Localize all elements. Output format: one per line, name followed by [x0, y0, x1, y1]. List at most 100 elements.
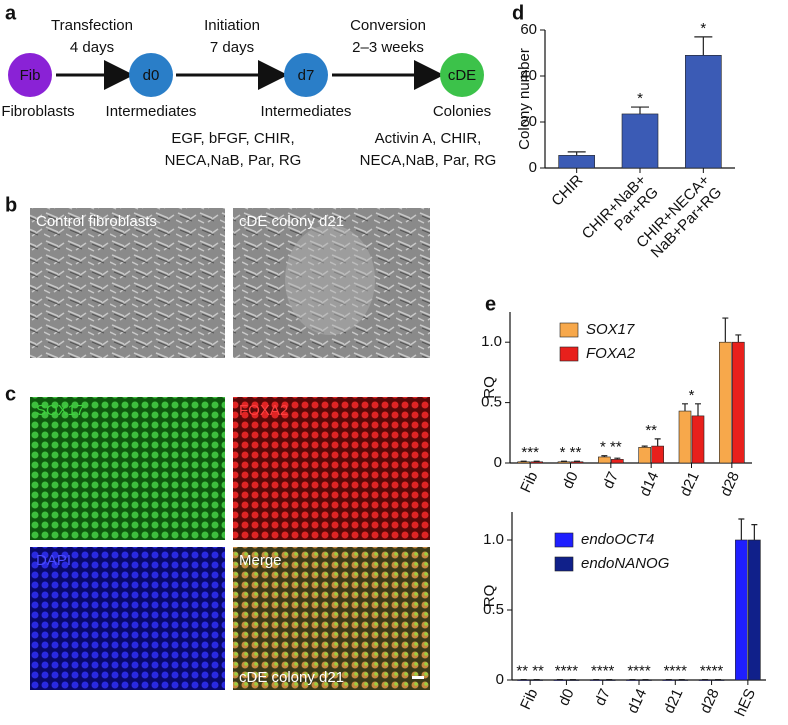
x-tick-label: Fib — [517, 469, 541, 495]
bar — [685, 55, 721, 168]
x-tick-label: Fib — [517, 686, 541, 712]
node-caption: Fibroblasts — [1, 103, 74, 120]
node-label: d7 — [298, 67, 315, 84]
annotation: **** — [591, 663, 615, 680]
annotation: * — [700, 20, 706, 37]
error-bar — [682, 404, 688, 411]
image-label: Control fibroblasts — [36, 213, 157, 230]
error-bar — [521, 461, 527, 462]
y-axis-label: Colony number — [516, 48, 533, 150]
bar — [518, 462, 530, 463]
panel-letter: a — [5, 2, 17, 24]
annotation: **** — [700, 663, 724, 680]
y-tick-label: 0 — [529, 159, 537, 176]
bar — [598, 457, 610, 463]
image-label: cDE colony d21 — [239, 669, 344, 686]
x-tick-label: d14 — [636, 469, 662, 499]
step-name: Transfection — [51, 17, 133, 34]
x-tick-label: d0 — [555, 686, 577, 708]
annotation: * — [689, 387, 695, 404]
y-tick-label: 0 — [496, 671, 504, 688]
colony — [285, 225, 375, 335]
bar — [611, 459, 623, 463]
node-caption: Intermediates — [106, 103, 197, 120]
step-duration: 2–3 weeks — [352, 39, 424, 56]
bar — [559, 155, 595, 168]
bar — [571, 462, 583, 463]
error-bar — [738, 519, 744, 540]
annotation: * ** — [560, 444, 582, 461]
node-label: Fib — [20, 67, 41, 84]
x-tick-label: d28 — [697, 686, 723, 716]
x-tick-label: d14 — [624, 686, 650, 716]
factors: NECA,NaB, Par, RG — [165, 152, 302, 169]
diagram: Fib d0 d7 cDE Fibroblasts Intermediates … — [1, 17, 496, 169]
annotation: **** — [664, 663, 688, 680]
step-duration: 4 days — [70, 39, 114, 56]
error-bar — [631, 107, 649, 114]
error-bar — [695, 404, 701, 416]
annotation: *** — [521, 444, 539, 461]
y-tick-label: 60 — [520, 21, 537, 38]
x-tick-label: d7 — [591, 686, 613, 708]
x-tick-label: d21 — [661, 686, 687, 716]
scale-bar — [412, 676, 424, 679]
x-tick-label: hES — [732, 686, 759, 719]
factors: Activin A, CHIR, — [375, 130, 482, 147]
annotation: ** — [645, 422, 657, 439]
y-axis-label: RQ — [481, 585, 498, 608]
annotation: **** — [555, 663, 579, 680]
annotation: * — [637, 90, 643, 107]
step-duration: 7 days — [210, 39, 254, 56]
error-bar — [735, 335, 741, 342]
bar — [639, 447, 651, 463]
node-caption: Colonies — [433, 103, 491, 120]
bar — [679, 411, 691, 463]
x-tick-label: d28 — [717, 469, 743, 499]
micrographs: Control fibroblasts cDE colony d21 SOX17… — [30, 208, 430, 690]
error-bar — [722, 318, 728, 342]
image-label: DAPI — [36, 552, 71, 569]
error-bar — [574, 461, 580, 462]
factors: EGF, bFGF, CHIR, — [171, 130, 294, 147]
bar — [558, 462, 570, 463]
panel-letter: e — [485, 293, 496, 315]
annotation: * ** — [600, 439, 622, 456]
legend-label: FOXA2 — [586, 345, 636, 362]
bar — [652, 446, 664, 463]
node-label: d0 — [143, 67, 160, 84]
legend-swatch — [555, 557, 573, 571]
error-bar — [568, 152, 586, 155]
y-axis-label: RQ — [481, 376, 498, 399]
image-label: cDE colony d21 — [239, 213, 344, 230]
node-caption: Intermediates — [261, 103, 352, 120]
annotation: **** — [627, 663, 651, 680]
error-bar — [534, 461, 540, 462]
y-tick-label: 1.0 — [481, 333, 502, 350]
legend-swatch — [560, 347, 578, 361]
bar — [622, 114, 658, 168]
x-tick-label: CHIR — [548, 172, 586, 210]
panel-letter: b — [5, 194, 17, 216]
bar — [732, 342, 744, 463]
legend-label: SOX17 — [586, 321, 635, 338]
panel-letter: c — [5, 383, 16, 405]
step-name: Conversion — [350, 17, 426, 34]
y-tick-label: 1.0 — [483, 531, 504, 548]
legend-swatch — [555, 533, 573, 547]
legend-swatch — [560, 323, 578, 337]
image-label: FOXA2 — [239, 402, 288, 419]
error-bar — [561, 461, 567, 462]
x-tick-label: d0 — [559, 469, 581, 491]
bar — [735, 540, 747, 680]
legend-label: endoNANOG — [581, 555, 670, 572]
x-tick-label: d7 — [600, 469, 622, 491]
bar — [748, 540, 760, 680]
bar — [719, 342, 731, 463]
legend-label: endoOCT4 — [581, 531, 654, 548]
image — [30, 208, 225, 358]
